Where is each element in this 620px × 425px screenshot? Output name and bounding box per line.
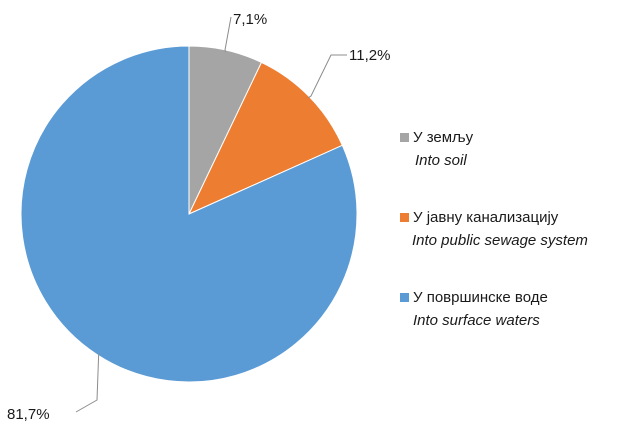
legend-label-soil-en: Into soil — [415, 152, 467, 169]
leader-line-surface-waters — [75, 353, 100, 413]
legend-item-sewage: У јавну канализацију Into public sewage … — [400, 208, 615, 288]
legend-label-soil: У земљу — [413, 129, 474, 146]
legend: У земљу Into soil У јавну канализацију I… — [400, 128, 615, 368]
leader-line-sewage — [307, 54, 347, 99]
legend-label-surface-waters: У површинске воде — [413, 289, 548, 306]
legend-label-sewage-en: Into public sewage system — [412, 232, 588, 249]
data-labels: 7,1% 11,2% 81,7% — [7, 11, 390, 423]
legend-label-surface-waters-en: Into surface waters — [413, 312, 540, 329]
pie-slices — [20, 45, 358, 383]
legend-item-surface-waters: У површинске воде Into surface waters — [400, 288, 615, 368]
data-label-soil: 7,1% — [233, 11, 267, 28]
data-label-surface-waters: 81,7% — [7, 406, 50, 423]
legend-label-sewage: У јавну канализацију — [413, 209, 559, 226]
legend-swatch-sewage — [400, 213, 409, 222]
legend-item-soil: У земљу Into soil — [400, 128, 615, 208]
data-label-sewage: 11,2% — [349, 47, 390, 64]
leader-lines — [75, 16, 347, 413]
leader-line-soil — [224, 16, 232, 53]
legend-swatch-surface-waters — [400, 293, 409, 302]
pie-slice-surface-waters — [20, 45, 358, 383]
legend-swatch-soil — [400, 133, 409, 142]
